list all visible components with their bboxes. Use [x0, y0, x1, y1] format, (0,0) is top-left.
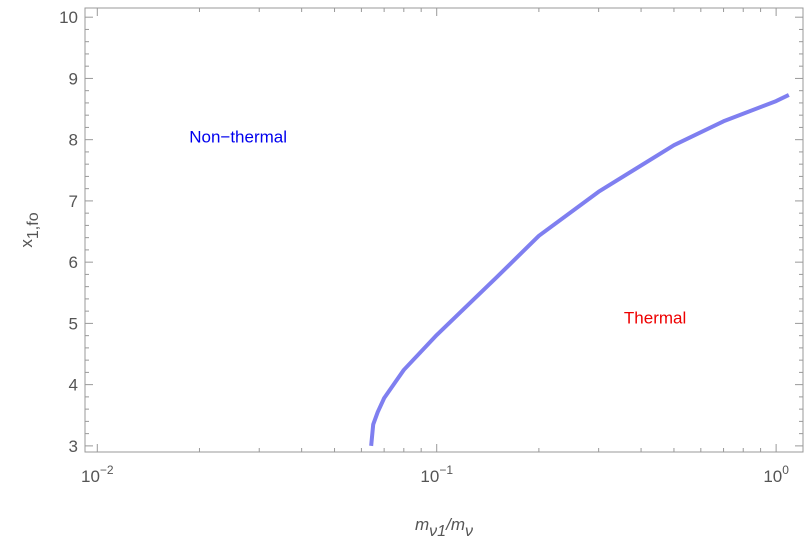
- y-tick-label: 7: [69, 192, 78, 211]
- x-tick-base: 10: [81, 467, 100, 486]
- y-tick-label: 3: [69, 437, 78, 456]
- x-axis-label: mν1/mν: [415, 515, 473, 539]
- y-tick-label: 6: [69, 253, 78, 272]
- curve: [369, 93, 790, 447]
- x-tick-label: 10−2: [81, 463, 114, 486]
- x-label-part: m: [415, 515, 429, 534]
- x-tick-exponent: −1: [439, 463, 453, 477]
- y-tick-label: 8: [69, 131, 78, 150]
- x-label-part: ν: [465, 523, 473, 539]
- y-tick-label: 4: [69, 376, 78, 395]
- y-tick-label: 9: [69, 69, 78, 88]
- y-label-part: 1,fo: [25, 212, 42, 239]
- y-tick-label: 5: [69, 314, 78, 333]
- x-tick-base: 10: [420, 467, 439, 486]
- plot-frame: [84, 7, 804, 453]
- x-label-part: /: [445, 515, 453, 534]
- y-label-part: x: [17, 239, 36, 248]
- x-label-part: ν1: [429, 523, 446, 539]
- x-tick-label: 10−1: [420, 463, 453, 486]
- x-label-part: m: [451, 515, 465, 534]
- x-tick-exponent: 0: [782, 463, 789, 477]
- y-axis-label: x1,fo: [17, 212, 42, 247]
- x-tick-base: 10: [763, 467, 782, 486]
- x-tick-exponent: −2: [100, 463, 114, 477]
- annotation: Thermal: [624, 308, 686, 327]
- x-tick-label: 100: [763, 463, 789, 486]
- y-tick-label: 10: [59, 8, 78, 27]
- annotation: Non−thermal: [189, 128, 287, 147]
